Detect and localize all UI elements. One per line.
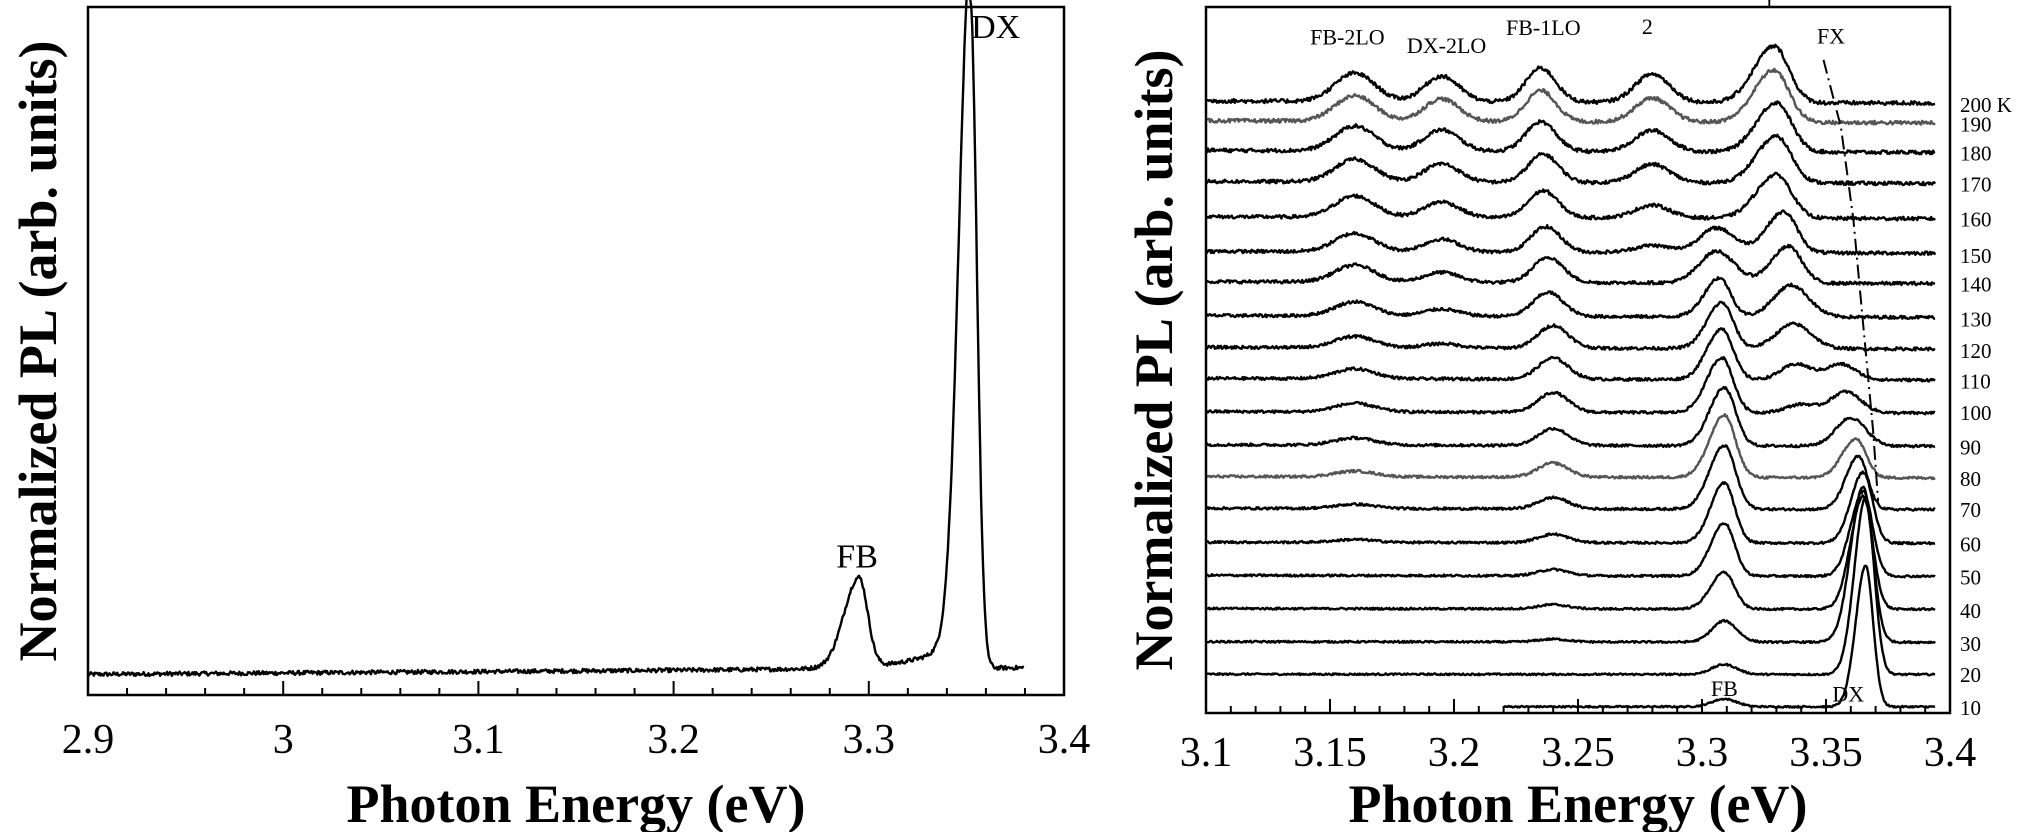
spectrum-150k xyxy=(1205,209,1937,256)
temperature-label-200: 200 K xyxy=(1960,93,2012,117)
right-x-tick-label: 3.35 xyxy=(1789,730,1863,776)
left-chart: FB DX 2.9 3 3.1 3.2 3.3 3.4 Photon Energy (eV)… xyxy=(8,0,1090,832)
spectrum-10k xyxy=(1502,564,1936,709)
spectrum-110k xyxy=(1205,327,1936,383)
left-x-tick-label: 3.4 xyxy=(1038,717,1091,763)
left-peak-label-fb: FB xyxy=(836,539,878,576)
spectrum-100k xyxy=(1205,356,1936,416)
temperature-label-140: 140 xyxy=(1960,272,1992,296)
temperature-labels: 10 20 30 40 50 60 70 80 90 100 110 120 130 140 150 160 1… xyxy=(1960,93,2012,720)
right-peak-label-fb: FB xyxy=(1711,676,1738,701)
left-x-axis-title: Photon Energy (eV) xyxy=(347,774,806,832)
spectrum-30k xyxy=(1205,485,1936,645)
left-x-tick-label: 3.2 xyxy=(647,717,700,763)
right-x-tick-label: 3.3 xyxy=(1676,730,1729,776)
temperature-label-50: 50 xyxy=(1960,565,1981,589)
right-y-axis-title: Normalized PL (arb. units) xyxy=(1124,50,1184,671)
spectrum-190k xyxy=(1205,67,1936,126)
right-peak-label-fb-1lo: FB-1LO xyxy=(1506,15,1581,40)
spectrum-90k xyxy=(1204,385,1936,449)
left-x-tick-label: 3.3 xyxy=(843,717,896,763)
right-x-tick-label: 3.1 xyxy=(1180,730,1233,776)
right-peak-label-fb-2lo: FB-2LO xyxy=(1310,24,1385,49)
temperature-label-110: 110 xyxy=(1960,370,1991,394)
left-plot-area: FB DX xyxy=(87,0,1025,678)
right-peak-label-2: 2 xyxy=(1642,14,1653,39)
spectrum-160k xyxy=(1205,171,1936,222)
spectrum-120k xyxy=(1204,300,1936,352)
spectrum-200k xyxy=(1205,43,1936,106)
right-x-axis-title: Photon Energy (eV) xyxy=(1349,774,1808,832)
temperature-label-150: 150 xyxy=(1960,244,1992,268)
left-x-tick-label: 2.9 xyxy=(62,717,115,763)
spectrum-180k xyxy=(1204,100,1936,156)
right-x-tick-label: 3.15 xyxy=(1293,730,1367,776)
temperature-label-80: 80 xyxy=(1960,467,1981,491)
temperature-label-180: 180 xyxy=(1960,141,1992,165)
temperature-label-120: 120 xyxy=(1960,339,1992,363)
spectrum-40k xyxy=(1205,494,1936,612)
left-peak-label-dx: DX xyxy=(971,9,1020,46)
left-y-axis-title: Normalized PL (arb. units) xyxy=(8,41,68,662)
fx-guide-line xyxy=(1822,59,1880,502)
temperature-label-40: 40 xyxy=(1960,599,1981,623)
right-x-tick-label: 3.4 xyxy=(1924,730,1977,776)
right-peak-label-dx-2lo: DX-2LO xyxy=(1407,33,1486,58)
spectrum-140k xyxy=(1205,243,1936,287)
temperature-label-170: 170 xyxy=(1960,173,1992,197)
temperature-label-100: 100 xyxy=(1960,401,1992,425)
temperature-label-20: 20 xyxy=(1960,663,1981,687)
left-spectrum-line xyxy=(87,0,1025,678)
temperature-label-30: 30 xyxy=(1960,632,1981,656)
spectrum-50k xyxy=(1205,489,1936,579)
spectrum-20k xyxy=(1205,496,1936,677)
spectrum-80k xyxy=(1205,413,1936,481)
left-x-tick-label: 3.1 xyxy=(452,717,505,763)
spectrum-130k xyxy=(1205,276,1936,320)
right-x-tick-label: 3.2 xyxy=(1428,730,1481,776)
temperature-label-190: 190 xyxy=(1960,112,1992,136)
temperature-label-10: 10 xyxy=(1960,696,1981,720)
spectrum-170k xyxy=(1205,133,1937,187)
temperature-label-70: 70 xyxy=(1960,498,1981,522)
temperature-label-160: 160 xyxy=(1960,207,1992,231)
right-peak-label-dx: DX xyxy=(1832,682,1864,707)
temperature-label-90: 90 xyxy=(1960,435,1981,459)
temperature-label-60: 60 xyxy=(1960,533,1981,557)
left-plot-frame xyxy=(86,5,1066,697)
spectrum-60k xyxy=(1205,470,1936,546)
right-x-tick-label: 3.25 xyxy=(1541,730,1615,776)
spectrum-70k xyxy=(1205,444,1936,512)
right-x-ticks: 3.1 3.15 3.2 3.25 3.3 3.35 3.4 xyxy=(1180,699,1977,776)
temperature-label-130: 130 xyxy=(1960,308,1992,332)
left-x-ticks: 2.9 3 3.1 3.2 3.3 3.4 xyxy=(62,681,1091,763)
left-x-tick-label: 3 xyxy=(273,717,294,763)
right-peak-label-fx: FX xyxy=(1817,24,1845,49)
